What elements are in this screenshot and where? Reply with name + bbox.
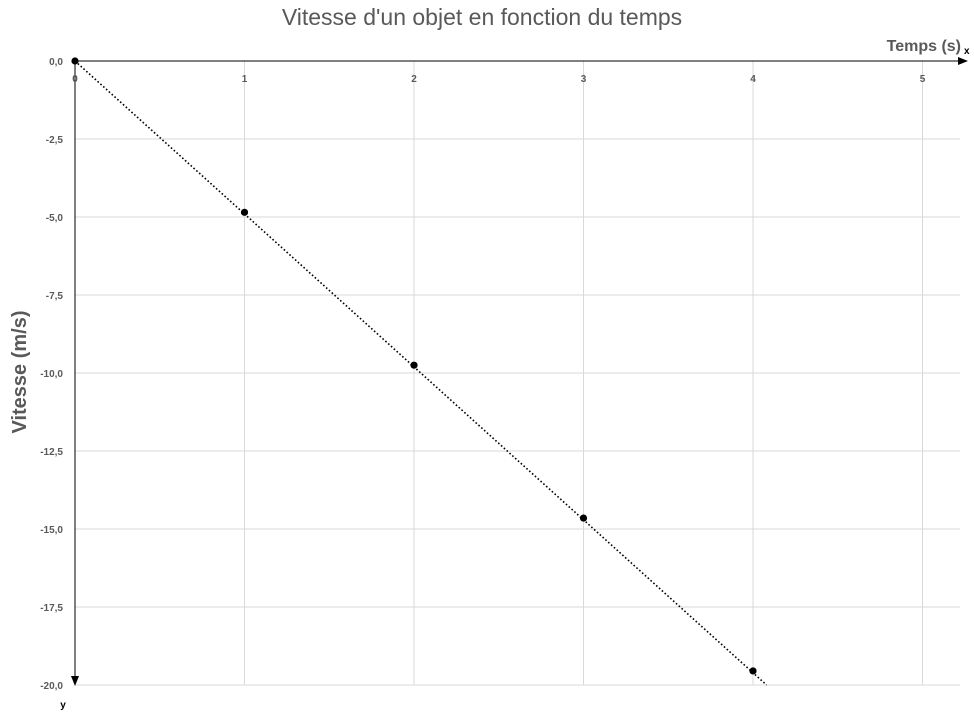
data-point bbox=[71, 57, 79, 65]
x-tick-label: 0 bbox=[72, 74, 78, 85]
y-axis-label: Vitesse (m/s) bbox=[9, 310, 31, 433]
y-tick-label: -12,5 bbox=[40, 447, 63, 458]
y-tick-label: -2,5 bbox=[46, 135, 64, 146]
y-tick-label: -5,0 bbox=[46, 213, 64, 224]
data-points bbox=[71, 57, 757, 675]
x-tick-labels: 0 1 2 3 4 5 bbox=[72, 74, 926, 85]
x-tick-label: 5 bbox=[920, 74, 926, 85]
y-tick-label: -7,5 bbox=[46, 291, 64, 302]
y-tick-labels: 0,0 -2,5 -5,0 -7,5 -10,0 -12,5 -15,0 -17,5 -20,0 bbox=[40, 57, 63, 692]
y-tick-label: -17,5 bbox=[40, 603, 63, 614]
chart-title: Vitesse d'un objet en fonction du temps bbox=[282, 4, 682, 30]
x-axis-label: Temps (s) bbox=[887, 38, 961, 55]
y-tick-label: -15,0 bbox=[40, 525, 63, 536]
x-tick-label: 1 bbox=[242, 74, 248, 85]
y-tick-label: -10,0 bbox=[40, 369, 63, 380]
data-point bbox=[749, 667, 757, 675]
x-tick-label: 2 bbox=[411, 74, 417, 85]
x-tick-label: 3 bbox=[581, 74, 587, 85]
data-point bbox=[579, 514, 588, 522]
grid bbox=[75, 61, 960, 686]
data-point bbox=[410, 361, 418, 369]
y-tick-label: -20,0 bbox=[40, 681, 63, 692]
x-axis-arrow-icon bbox=[958, 57, 968, 65]
y-axis-arrow-icon bbox=[71, 676, 79, 686]
x-axis-letter: x bbox=[964, 46, 970, 57]
axes bbox=[71, 57, 968, 686]
trendline bbox=[74, 60, 768, 686]
trendline-group bbox=[74, 60, 768, 686]
y-tick-label: 0,0 bbox=[49, 57, 63, 68]
y-axis-letter: y bbox=[60, 700, 66, 711]
x-tick-label: 4 bbox=[750, 74, 756, 85]
data-point bbox=[240, 208, 249, 216]
